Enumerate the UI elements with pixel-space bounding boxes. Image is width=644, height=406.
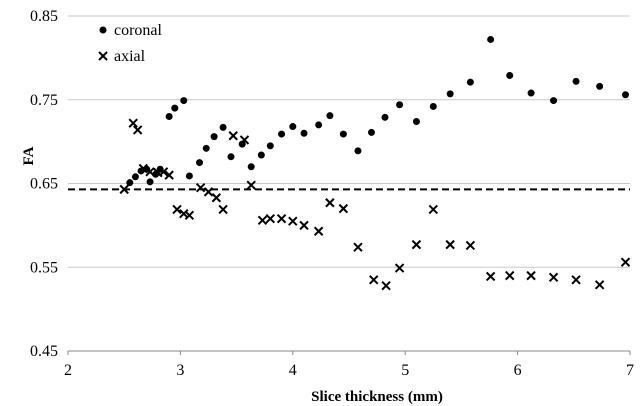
x-tick-label: 4 bbox=[289, 362, 297, 379]
data-point-coronal bbox=[146, 178, 154, 186]
data-point-coronal bbox=[289, 123, 297, 131]
data-point-coronal bbox=[210, 133, 218, 141]
data-point-coronal bbox=[381, 113, 389, 121]
data-point-axial bbox=[313, 226, 324, 236]
data-point-axial bbox=[145, 167, 155, 177]
data-point-axial bbox=[505, 270, 515, 281]
data-point-coronal bbox=[487, 35, 495, 43]
data-point-axial bbox=[128, 118, 138, 128]
legend-marker-axial bbox=[98, 51, 108, 61]
data-point-coronal bbox=[466, 78, 474, 86]
legend-label-axial: axial bbox=[114, 48, 146, 65]
data-point-coronal bbox=[238, 140, 246, 148]
data-point-axial bbox=[381, 280, 391, 291]
data-point-axial bbox=[465, 240, 476, 251]
y-axis-ticks: 0.45 0.55 0.65 0.75 0.85 bbox=[30, 8, 58, 360]
data-point-axial bbox=[485, 271, 496, 282]
data-point-coronal bbox=[219, 123, 227, 131]
y-tick-label: 0.55 bbox=[30, 259, 58, 276]
data-point-axial bbox=[620, 257, 631, 267]
data-point-axial bbox=[299, 220, 309, 231]
data-point-axial bbox=[276, 213, 287, 224]
data-point-axial bbox=[288, 216, 298, 226]
y-axis-title: FA bbox=[21, 146, 37, 165]
data-point-coronal bbox=[326, 112, 334, 120]
data-point-coronal bbox=[506, 71, 514, 79]
data-point-axial bbox=[228, 131, 238, 141]
data-point-coronal bbox=[171, 104, 179, 112]
data-point-coronal bbox=[354, 147, 362, 155]
data-point-coronal bbox=[367, 128, 375, 136]
data-point-coronal bbox=[165, 113, 173, 120]
data-point-axial bbox=[218, 204, 228, 215]
x-tick-label: 7 bbox=[626, 362, 634, 379]
data-marks bbox=[119, 35, 631, 291]
data-point-coronal bbox=[315, 121, 323, 129]
data-point-axial bbox=[353, 242, 363, 252]
legend-marker-coronal bbox=[99, 26, 107, 34]
y-tick-label: 0.75 bbox=[30, 92, 58, 109]
data-point-axial bbox=[369, 275, 379, 285]
x-tick-label: 2 bbox=[64, 362, 72, 379]
data-point-axial bbox=[203, 187, 214, 197]
data-point-coronal bbox=[550, 97, 558, 105]
data-point-axial bbox=[132, 125, 143, 135]
x-tick-label: 6 bbox=[514, 362, 522, 379]
x-tick-label: 3 bbox=[176, 362, 184, 379]
data-point-axial bbox=[164, 170, 174, 180]
data-point-coronal bbox=[126, 179, 134, 187]
data-point-axial bbox=[211, 193, 222, 203]
data-point-coronal bbox=[527, 89, 535, 97]
data-point-axial bbox=[445, 239, 455, 250]
data-point-axial bbox=[246, 180, 256, 190]
data-point-coronal bbox=[227, 153, 235, 161]
data-point-axial bbox=[571, 275, 581, 285]
data-point-axial bbox=[428, 204, 439, 215]
data-point-coronal bbox=[446, 90, 454, 98]
data-point-axial bbox=[138, 163, 149, 174]
x-axis-title: Slice thickness (mm) bbox=[311, 389, 443, 405]
data-point-axial bbox=[594, 280, 605, 290]
legend-label-coronal: coronal bbox=[114, 22, 163, 39]
data-point-axial bbox=[338, 203, 349, 214]
data-point-axial bbox=[411, 239, 422, 250]
data-point-axial bbox=[172, 204, 182, 215]
y-tick-label: 0.85 bbox=[30, 8, 58, 25]
data-point-axial bbox=[526, 270, 536, 281]
data-point-coronal bbox=[196, 159, 204, 167]
data-point-coronal bbox=[412, 118, 420, 126]
data-point-axial bbox=[184, 210, 195, 221]
data-point-coronal bbox=[202, 144, 210, 152]
gridlines bbox=[68, 15, 630, 268]
data-point-coronal bbox=[596, 82, 604, 90]
legend: coronal axial bbox=[98, 22, 163, 65]
data-point-coronal bbox=[339, 130, 347, 138]
data-point-axial bbox=[119, 184, 129, 195]
data-point-axial bbox=[158, 167, 169, 177]
data-point-axial bbox=[265, 213, 276, 224]
data-point-coronal bbox=[622, 91, 630, 99]
x-axis-ticks: 2 3 4 5 6 7 bbox=[64, 351, 634, 379]
x-tick-label: 5 bbox=[401, 362, 409, 379]
y-tick-label: 0.65 bbox=[30, 176, 58, 193]
data-point-axial bbox=[325, 198, 335, 208]
data-point-coronal bbox=[572, 77, 580, 85]
data-point-coronal bbox=[396, 101, 404, 109]
data-point-coronal bbox=[266, 142, 274, 150]
data-point-axial bbox=[257, 215, 268, 226]
data-point-coronal bbox=[131, 173, 139, 181]
data-point-coronal bbox=[257, 151, 265, 159]
data-point-axial bbox=[239, 135, 250, 145]
data-point-coronal bbox=[429, 102, 437, 110]
data-point-axial bbox=[548, 272, 559, 283]
data-point-coronal bbox=[185, 172, 193, 180]
data-point-coronal bbox=[247, 163, 255, 171]
data-point-axial bbox=[195, 182, 206, 193]
y-tick-label: 0.45 bbox=[30, 343, 58, 360]
data-point-axial bbox=[394, 263, 405, 273]
data-point-coronal bbox=[180, 97, 188, 105]
data-point-coronal bbox=[300, 129, 308, 137]
data-point-coronal bbox=[278, 130, 286, 138]
